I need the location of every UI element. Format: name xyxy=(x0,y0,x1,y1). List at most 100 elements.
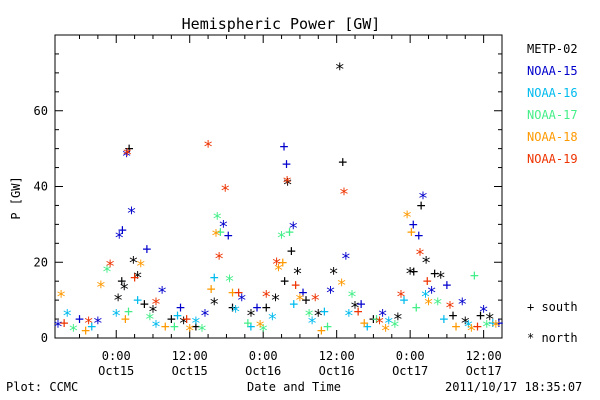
data-point: + xyxy=(488,314,497,332)
data-point: + xyxy=(417,196,426,214)
data-point: * xyxy=(423,295,433,315)
data-point: * xyxy=(421,253,431,273)
data-point: * xyxy=(113,291,123,311)
data-point: * xyxy=(145,310,155,330)
data-point: * xyxy=(56,287,66,307)
data-point: + xyxy=(409,263,418,281)
data-point: * xyxy=(381,321,391,341)
data-point: * xyxy=(191,314,201,334)
legend-entry: NOAA-17 xyxy=(527,108,578,122)
data-point: * xyxy=(105,257,115,277)
legend-entry: METP-02 xyxy=(527,42,578,56)
data-point: + xyxy=(279,138,288,156)
plot-timestamp: 2011/10/17 18:35:07 xyxy=(445,380,582,394)
data-point: * xyxy=(350,299,360,319)
x-tick-time-label: 0:00 xyxy=(249,349,278,363)
data-point: + xyxy=(354,302,363,320)
data-point: * xyxy=(255,318,265,338)
data-point: + xyxy=(430,265,439,283)
data-point: * xyxy=(261,287,271,307)
chart-title: Hemispheric Power [GW] xyxy=(182,15,381,33)
data-point: * xyxy=(151,318,161,338)
data-point: + xyxy=(278,253,287,271)
data-point: + xyxy=(287,242,296,260)
data-point: * xyxy=(283,176,293,196)
data-point: * xyxy=(420,287,430,307)
data-point: * xyxy=(288,219,298,239)
legend-entry: NOAA-18 xyxy=(527,130,578,144)
x-tick-date-label: Oct17 xyxy=(466,364,502,378)
legend-entry: NOAA-15 xyxy=(527,64,578,78)
legend-entry: NOAA-19 xyxy=(527,152,578,166)
data-point: + xyxy=(302,291,311,309)
data-point: + xyxy=(124,302,133,320)
data-point: * xyxy=(384,314,394,334)
y-tick-label: 0 xyxy=(41,331,48,345)
data-point: * xyxy=(482,318,492,338)
data-point: * xyxy=(119,280,129,300)
data-point: + xyxy=(360,314,369,332)
data-point: * xyxy=(224,272,234,292)
data-point: + xyxy=(317,321,326,339)
data-point: * xyxy=(341,249,351,269)
data-point: * xyxy=(415,246,425,266)
data-point: + xyxy=(117,272,126,290)
data-point: * xyxy=(463,318,473,338)
data-point: * xyxy=(328,265,338,285)
data-point: + xyxy=(234,284,243,302)
legend-entry: NOAA-16 xyxy=(527,86,578,100)
data-point: * xyxy=(185,321,195,341)
data-point: * xyxy=(273,261,283,281)
data-point: * xyxy=(128,253,138,273)
data-point: + xyxy=(289,295,298,313)
data-point: * xyxy=(390,318,400,338)
data-point: + xyxy=(473,318,482,336)
data-point: + xyxy=(442,276,451,294)
data-point: * xyxy=(276,229,286,249)
data-point: * xyxy=(393,310,403,330)
data-point: + xyxy=(285,223,294,241)
data-point: + xyxy=(280,272,289,290)
data-point: * xyxy=(211,227,221,247)
data-point: + xyxy=(118,221,127,239)
data-point: * xyxy=(197,321,207,341)
data-point: + xyxy=(476,306,485,324)
data-point: + xyxy=(216,223,225,241)
data-point: * xyxy=(335,60,345,80)
data-point: * xyxy=(339,185,349,205)
data-point: + xyxy=(87,318,96,336)
data-point: * xyxy=(405,265,415,285)
y-tick-label: 20 xyxy=(34,255,48,269)
data-point: + xyxy=(494,314,503,332)
data-point: * xyxy=(282,174,292,194)
data-point: + xyxy=(81,321,90,339)
data-point: + xyxy=(423,272,432,290)
data-point: + xyxy=(191,318,200,336)
data-point: + xyxy=(448,306,457,324)
data-point: * xyxy=(418,189,428,209)
data-point: * xyxy=(377,306,387,326)
data-point: * xyxy=(491,318,501,338)
x-axis: 0:00Oct1512:00Oct150:00Oct1612:00Oct160:… xyxy=(78,35,503,378)
data-point: * xyxy=(267,310,277,330)
data-point: * xyxy=(310,291,320,311)
data-point: * xyxy=(457,295,467,315)
data-point: * xyxy=(212,210,222,230)
x-tick-time-label: 12:00 xyxy=(466,349,502,363)
data-point: * xyxy=(148,302,158,322)
data-point: + xyxy=(320,302,329,320)
data-point: * xyxy=(111,306,121,326)
data-point: * xyxy=(231,302,241,322)
x-tick-date-label: Oct16 xyxy=(319,364,355,378)
data-point: + xyxy=(121,310,130,328)
x-tick-time-label: 12:00 xyxy=(172,349,208,363)
data-point: * xyxy=(151,295,161,315)
y-axis-label: P [GW] xyxy=(9,176,23,219)
data-point: * xyxy=(246,306,256,326)
data-point: * xyxy=(62,306,72,326)
data-point: + xyxy=(246,318,255,336)
data-point: + xyxy=(75,310,84,328)
data-point: * xyxy=(133,268,143,288)
x-tick-date-label: Oct17 xyxy=(392,364,428,378)
data-point: + xyxy=(282,155,291,173)
